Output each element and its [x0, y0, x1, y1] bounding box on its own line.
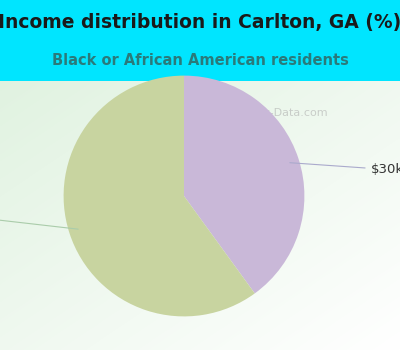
Text: Black or African American residents: Black or African American residents	[52, 53, 348, 68]
Text: Income distribution in Carlton, GA (%): Income distribution in Carlton, GA (%)	[0, 13, 400, 32]
Text: $30k: $30k	[290, 163, 400, 176]
Text: $50k: $50k	[0, 211, 78, 229]
Text: City-Data.com: City-Data.com	[248, 108, 328, 118]
Wedge shape	[64, 76, 255, 316]
Wedge shape	[184, 76, 304, 293]
